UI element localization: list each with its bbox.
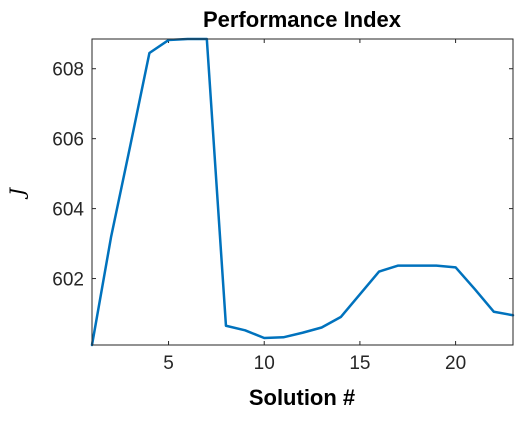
- data-point: [435, 264, 437, 266]
- data-point: [397, 264, 399, 266]
- data-point: [110, 235, 112, 237]
- chart-title: Performance Index: [203, 7, 402, 32]
- data-point: [225, 325, 227, 327]
- y-tick-label: 602: [52, 270, 84, 291]
- y-axis-label: J: [5, 187, 29, 200]
- data-point: [282, 336, 284, 338]
- data-point: [340, 316, 342, 318]
- series-line: [90, 37, 515, 347]
- data-point: [244, 329, 246, 331]
- x-tick-label: 5: [163, 353, 174, 374]
- plot-area-border: [91, 38, 514, 346]
- data-point: [474, 288, 476, 290]
- series-layer: [90, 37, 515, 347]
- data-point: [359, 293, 361, 295]
- data-point: [301, 332, 303, 334]
- data-point: [129, 144, 131, 146]
- x-tick-label: 20: [445, 353, 466, 374]
- y-tick-label: 604: [52, 200, 84, 221]
- x-tick-label: 15: [349, 353, 370, 374]
- plot-area-background: [92, 39, 513, 345]
- data-point: [148, 52, 150, 54]
- y-tick-label: 608: [52, 60, 84, 81]
- y-tick-label: 606: [52, 130, 84, 151]
- data-point: [493, 311, 495, 313]
- data-point: [454, 266, 456, 268]
- x-tick-label: 10: [254, 353, 275, 374]
- data-point: [416, 264, 418, 266]
- data-point: [378, 270, 380, 272]
- x-axis-label: Solution #: [249, 385, 355, 410]
- data-point: [320, 326, 322, 328]
- data-point: [263, 337, 265, 339]
- ticks-layer: 5 10 15 20 602 604 606 608: [52, 39, 513, 374]
